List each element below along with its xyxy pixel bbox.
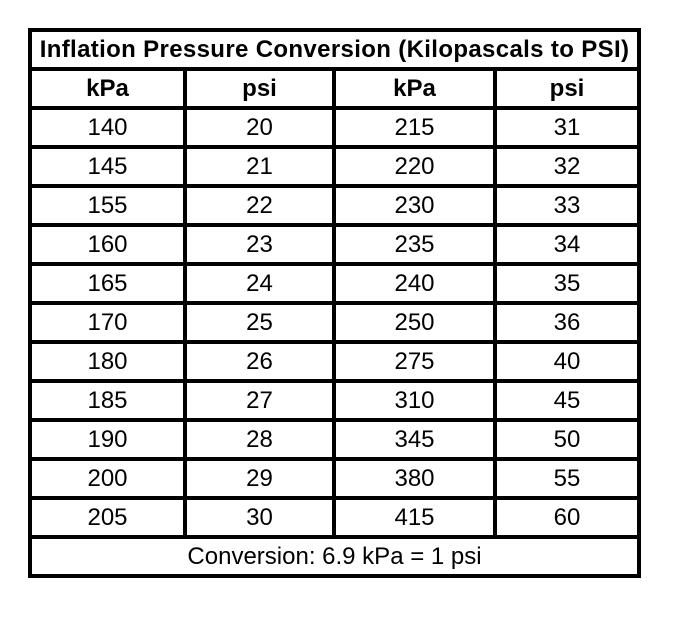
table-cell: 50 [492, 418, 642, 461]
table-cell: 310 [332, 379, 497, 422]
table-row: 165 24 240 35 [28, 262, 642, 305]
table-row: 140 20 215 31 [28, 106, 642, 149]
table-cell: 160 [28, 223, 187, 266]
table-cell: 180 [28, 340, 187, 383]
table-cell: 29 [183, 457, 336, 500]
table-cell: 28 [183, 418, 336, 461]
table-row: 155 22 230 33 [28, 184, 642, 227]
table-title: Inflation Pressure Conversion (Kilopasca… [27, 28, 642, 71]
conversion-table-container: Inflation Pressure Conversion (Kilopasca… [27, 28, 642, 578]
title-row: Inflation Pressure Conversion (Kilopasca… [27, 28, 642, 71]
table-cell: 145 [28, 145, 187, 188]
table-row: 185 27 310 45 [28, 379, 642, 422]
table-cell: 275 [332, 340, 497, 383]
header-row: kPa psi kPa psi [28, 67, 642, 110]
table-cell: 22 [183, 184, 336, 227]
table-cell: 170 [28, 301, 187, 344]
table-row: 170 25 250 36 [28, 301, 642, 344]
table-cell: 190 [28, 418, 187, 461]
table-cell: 20 [183, 106, 336, 149]
table-cell: 220 [332, 145, 497, 188]
table-row: 145 21 220 32 [28, 145, 642, 188]
table-cell: 30 [183, 496, 336, 539]
table-cell: 21 [183, 145, 336, 188]
table-cell: 40 [492, 340, 642, 383]
table-cell: 33 [492, 184, 642, 227]
table-cell: 165 [28, 262, 187, 305]
table-cell: 345 [332, 418, 497, 461]
table-cell: 31 [492, 106, 642, 149]
header-cell-psi-right: psi [492, 67, 642, 110]
table-cell: 140 [28, 106, 187, 149]
table-cell: 35 [492, 262, 642, 305]
table-cell: 60 [492, 496, 642, 539]
conversion-table: Inflation Pressure Conversion (Kilopasca… [27, 28, 642, 578]
table-cell: 45 [492, 379, 642, 422]
table-row: 180 26 275 40 [28, 340, 642, 383]
footer-row: Conversion: 6.9 kPa = 1 psi [27, 535, 642, 578]
header-cell-psi-left: psi [183, 67, 336, 110]
table-footer-note: Conversion: 6.9 kPa = 1 psi [27, 535, 642, 578]
table-cell: 36 [492, 301, 642, 344]
table-cell: 240 [332, 262, 497, 305]
table-cell: 23 [183, 223, 336, 266]
header-cell-kpa-right: kPa [332, 67, 497, 110]
table-cell: 205 [28, 496, 187, 539]
table-cell: 185 [28, 379, 187, 422]
table-cell: 235 [332, 223, 497, 266]
table-cell: 27 [183, 379, 336, 422]
table-row: 190 28 345 50 [28, 418, 642, 461]
table-row: 205 30 415 60 [28, 496, 642, 539]
table-cell: 250 [332, 301, 497, 344]
table-cell: 380 [332, 457, 497, 500]
table-cell: 155 [28, 184, 187, 227]
table-cell: 215 [332, 106, 497, 149]
table-cell: 200 [28, 457, 187, 500]
header-cell-kpa-left: kPa [28, 67, 187, 110]
table-cell: 55 [492, 457, 642, 500]
table-cell: 230 [332, 184, 497, 227]
table-cell: 415 [332, 496, 497, 539]
table-cell: 25 [183, 301, 336, 344]
table-cell: 26 [183, 340, 336, 383]
table-cell: 34 [492, 223, 642, 266]
table-cell: 24 [183, 262, 336, 305]
table-row: 200 29 380 55 [28, 457, 642, 500]
table-cell: 32 [492, 145, 642, 188]
table-row: 160 23 235 34 [28, 223, 642, 266]
